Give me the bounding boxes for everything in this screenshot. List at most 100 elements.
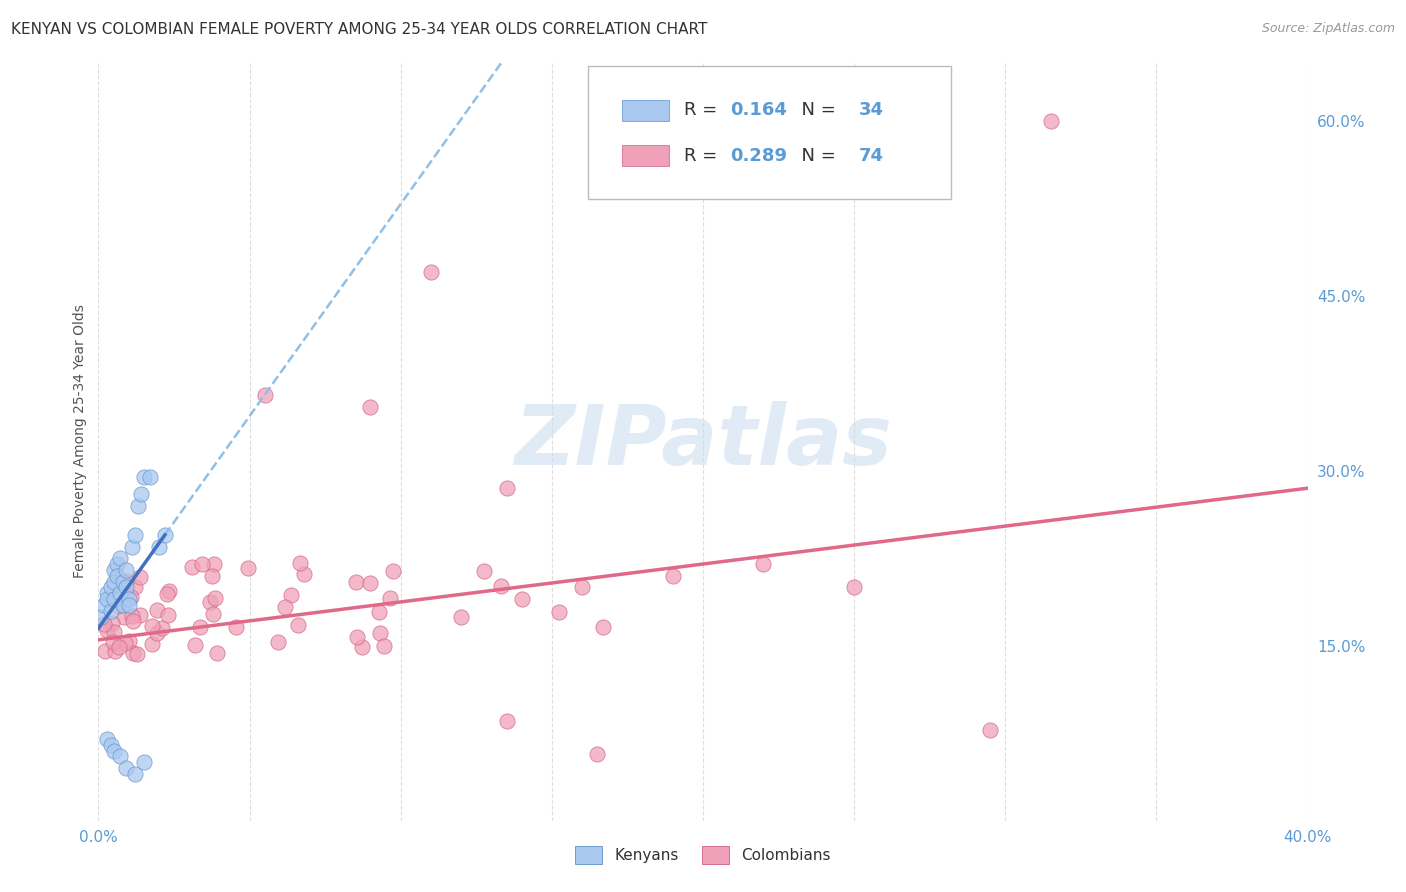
Text: Source: ZipAtlas.com: Source: ZipAtlas.com: [1261, 22, 1395, 36]
Point: [100, 604, 122, 618]
Point: [96, 592, 118, 607]
Point: [844, 580, 866, 594]
Point: [103, 744, 125, 758]
Point: [114, 580, 136, 594]
Point: [100, 580, 122, 594]
Point: [267, 635, 290, 649]
Point: [184, 638, 207, 652]
Point: [100, 738, 122, 752]
Text: 74: 74: [859, 146, 884, 165]
Point: [103, 634, 125, 648]
Point: [150, 621, 173, 635]
Point: [420, 265, 443, 279]
Point: [202, 557, 225, 571]
Point: [201, 607, 224, 621]
Point: [201, 569, 224, 583]
Point: [145, 626, 167, 640]
Point: [141, 637, 163, 651]
Point: [103, 574, 125, 589]
Point: [121, 609, 143, 624]
Point: [139, 469, 162, 483]
Point: [124, 767, 146, 781]
Point: [190, 557, 212, 571]
Bar: [621, 145, 669, 166]
Point: [115, 574, 138, 588]
Point: [153, 528, 176, 542]
Point: [292, 567, 315, 582]
Point: [107, 599, 129, 614]
Point: [180, 559, 202, 574]
Point: [124, 528, 146, 542]
Point: [132, 756, 155, 770]
Point: [350, 640, 373, 654]
Point: [114, 761, 136, 775]
Point: [105, 557, 128, 571]
Point: [280, 589, 302, 603]
Point: [156, 586, 179, 600]
Point: [114, 636, 136, 650]
Point: [127, 499, 149, 513]
Point: [157, 607, 180, 622]
Point: [287, 618, 309, 632]
Text: KENYAN VS COLOMBIAN FEMALE POVERTY AMONG 25-34 YEAR OLDS CORRELATION CHART: KENYAN VS COLOMBIAN FEMALE POVERTY AMONG…: [11, 22, 707, 37]
Point: [108, 551, 131, 566]
Legend: Kenyans, Colombians: Kenyans, Colombians: [569, 840, 837, 870]
Text: ZIPatlas: ZIPatlas: [515, 401, 891, 482]
Point: [118, 598, 141, 612]
Point: [125, 647, 148, 661]
Point: [548, 605, 571, 619]
Point: [495, 714, 517, 729]
Point: [157, 584, 180, 599]
Point: [96, 586, 118, 600]
Point: [752, 557, 775, 571]
Point: [1039, 113, 1062, 128]
Point: [592, 620, 614, 634]
Point: [489, 579, 512, 593]
Point: [108, 586, 131, 600]
Point: [122, 646, 145, 660]
Point: [290, 557, 312, 571]
Point: [103, 624, 125, 639]
Point: [108, 749, 131, 764]
Point: [124, 580, 146, 594]
Point: [207, 646, 229, 660]
Point: [198, 595, 221, 609]
Bar: [621, 100, 669, 120]
Point: [450, 609, 472, 624]
Point: [253, 388, 276, 402]
Text: N =: N =: [790, 146, 842, 165]
Point: [510, 592, 533, 607]
Point: [586, 747, 609, 761]
Point: [378, 591, 401, 605]
Point: [373, 639, 395, 653]
Point: [96, 623, 118, 637]
Point: [118, 592, 141, 607]
FancyBboxPatch shape: [588, 66, 950, 199]
Point: [346, 630, 368, 644]
Point: [370, 625, 392, 640]
Point: [120, 591, 142, 605]
Text: 34: 34: [859, 101, 884, 120]
Point: [368, 605, 391, 619]
Point: [111, 574, 134, 589]
Point: [188, 620, 211, 634]
Point: [96, 731, 118, 746]
Point: [274, 599, 297, 614]
Point: [111, 598, 134, 612]
Point: [382, 564, 405, 578]
Point: [472, 564, 495, 578]
Text: R =: R =: [683, 101, 723, 120]
Point: [129, 608, 152, 623]
Point: [495, 481, 517, 495]
Point: [132, 469, 155, 483]
Point: [148, 540, 170, 554]
Point: [225, 620, 247, 634]
Text: R =: R =: [683, 146, 723, 165]
Point: [204, 591, 226, 605]
Point: [105, 568, 128, 582]
Point: [112, 610, 135, 624]
Point: [117, 634, 139, 648]
Point: [93, 598, 115, 612]
Point: [103, 592, 125, 607]
Point: [94, 644, 117, 658]
